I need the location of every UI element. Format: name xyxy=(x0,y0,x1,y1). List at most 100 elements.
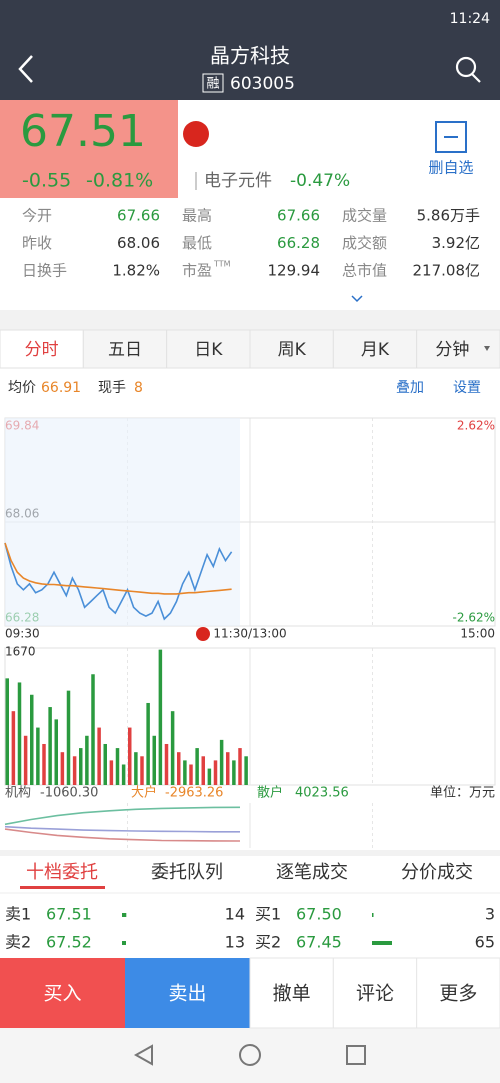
y-tick-label: 1670 xyxy=(5,645,36,659)
volume-bar xyxy=(85,735,89,785)
tab[interactable] xyxy=(332,329,418,369)
tab-label: 五日 xyxy=(108,340,142,360)
book-qty: 13 xyxy=(225,933,245,952)
y2-tick-label: 2.62% xyxy=(457,419,495,433)
volume-bar xyxy=(195,748,199,785)
event-icon xyxy=(196,627,210,641)
badge-box xyxy=(202,73,224,93)
price-line xyxy=(4,806,241,826)
action-label: 撤单 xyxy=(273,983,311,1005)
volume-bar xyxy=(158,649,163,785)
stat-value: 5.86万手 xyxy=(417,207,480,225)
book-label: 卖2 xyxy=(5,933,31,952)
stat-label: 总市值 xyxy=(342,262,387,280)
nav-bar xyxy=(0,1028,500,1083)
volume-bar xyxy=(5,678,9,785)
volume-bar xyxy=(66,690,71,785)
tab[interactable] xyxy=(82,329,168,369)
volume-bar xyxy=(189,764,193,785)
watch-icon[interactable] xyxy=(435,121,467,153)
volume-bar xyxy=(42,743,46,785)
separator xyxy=(0,850,500,856)
tab-label: 周K xyxy=(278,340,307,360)
volume-bar xyxy=(170,711,175,785)
volume-bar xyxy=(140,756,144,785)
price-line xyxy=(4,542,232,595)
expand[interactable] xyxy=(351,295,363,303)
volume-bar xyxy=(48,707,52,785)
top-bar xyxy=(0,0,500,100)
stat-value: 129.94 xyxy=(268,262,321,280)
sector: 电子元件 xyxy=(204,171,272,191)
stat-label: 昨收 xyxy=(22,234,52,252)
stat-value: 68.06 xyxy=(117,234,160,252)
action-label: 买入 xyxy=(43,983,81,1005)
book-label: 买2 xyxy=(255,933,281,952)
stat-label: 最低 xyxy=(182,234,212,252)
hand-value: 8 xyxy=(134,380,143,396)
search-button[interactable] xyxy=(455,56,477,78)
stock-name: 晶方科技 xyxy=(210,44,290,68)
tab-arrow xyxy=(484,346,490,351)
stat-label: 成交量 xyxy=(342,207,387,225)
tab[interactable] xyxy=(166,329,251,369)
action-button[interactable] xyxy=(0,958,125,1028)
volume-bar xyxy=(164,743,169,785)
volume-bar xyxy=(238,748,242,785)
action-button[interactable] xyxy=(332,957,418,1029)
book-tab[interactable]: 分价成交 xyxy=(401,862,473,883)
clock: 11:24 xyxy=(450,11,490,27)
nav-home[interactable] xyxy=(239,1044,261,1066)
nav-back[interactable] xyxy=(133,1044,153,1066)
price-line xyxy=(4,825,240,833)
back-button[interactable] xyxy=(18,55,33,83)
tab[interactable] xyxy=(0,329,84,369)
book-tab[interactable]: 委托队列 xyxy=(151,862,223,883)
action-label: 评论 xyxy=(356,983,394,1005)
settings-link[interactable]: 设置 xyxy=(453,380,481,396)
qty-bar xyxy=(122,913,127,917)
book-tab[interactable]: 十档委托 xyxy=(26,862,98,883)
hand-label: 现手 xyxy=(98,380,126,396)
stat-value: 66.28 xyxy=(277,234,320,252)
separator xyxy=(0,310,500,330)
overlay-link[interactable]: 叠加 xyxy=(396,380,424,396)
change-pct: -0.81% xyxy=(86,170,153,192)
x-tick-label: 09:30 xyxy=(5,627,40,641)
nav-recent[interactable] xyxy=(346,1045,366,1065)
stat-label: 成交额 xyxy=(342,234,387,252)
flow-unit: 单位：万元 xyxy=(430,786,495,801)
action-button[interactable] xyxy=(416,957,500,1029)
book-price: 67.45 xyxy=(296,933,342,952)
stat-label: 日换手 xyxy=(22,262,67,280)
tab[interactable] xyxy=(249,329,334,369)
volume-bar xyxy=(207,768,212,785)
volume-bar xyxy=(115,748,120,785)
book-qty: 3 xyxy=(485,905,495,924)
book-label: 卖1 xyxy=(5,905,31,924)
volume-bar xyxy=(54,719,58,785)
qty-bar xyxy=(372,913,374,917)
stat-value: 217.08亿 xyxy=(413,262,481,280)
watch-label[interactable]: 删自选 xyxy=(428,159,473,177)
action-button[interactable] xyxy=(249,957,334,1029)
flow-value: -2963.26 xyxy=(165,786,223,801)
tab-underline xyxy=(20,886,105,889)
book-qty: 65 xyxy=(475,933,495,952)
logo xyxy=(183,121,209,147)
volume-bar xyxy=(152,735,156,785)
volume-bar xyxy=(11,711,16,785)
price-line xyxy=(4,542,233,621)
book-price: 67.50 xyxy=(296,905,342,924)
volume-bar xyxy=(201,756,205,785)
volume-bar xyxy=(232,760,236,785)
volume-bar xyxy=(244,756,248,785)
volume-bar xyxy=(183,760,187,785)
volume-bar xyxy=(23,735,28,785)
book-qty: 14 xyxy=(225,905,245,924)
book-tab[interactable]: 逐笔成交 xyxy=(276,862,348,883)
action-button[interactable] xyxy=(125,958,250,1028)
y2-tick-label: -2.62% xyxy=(453,611,495,625)
volume-bar xyxy=(177,752,181,785)
